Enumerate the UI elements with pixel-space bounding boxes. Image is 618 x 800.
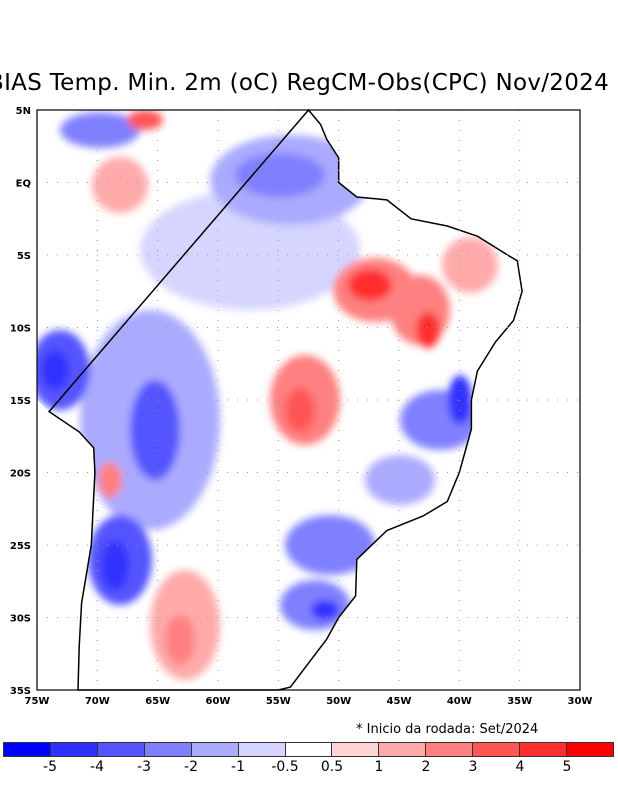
lat-tick-label: 20S [10,469,31,480]
lat-tick-label: 15S [10,396,31,407]
lat-tick-label: 30S [10,614,31,625]
run-start-note: * Inicio da rodada: Set/2024 [356,722,539,737]
colorbar-swatch [520,743,568,756]
lon-tick-label: 55W [266,696,291,707]
lon-tick-label: 40W [447,696,472,707]
lon-tick-label: 60W [206,696,231,707]
colorbar-label: -2 [184,759,198,775]
lon-tick-label: 35W [507,696,532,707]
colorbar-swatch [567,743,613,756]
colorbar-swatch [426,743,474,756]
colorbar [3,742,614,757]
colorbar-swatch [97,743,145,756]
colorbar-label: 2 [421,759,431,775]
lat-tick-label: 10S [10,324,31,335]
colorbar-label: 4 [515,759,525,775]
coastline [47,108,523,691]
map-title: BIAS Temp. Min. 2m (oC) RegCM-Obs(CPC) N… [0,70,610,96]
colorbar-label: -0.5 [271,759,299,775]
colorbar-label: 3 [468,759,478,775]
colorbar-swatch [473,743,521,756]
lon-tick-label: 75W [25,696,50,707]
map-frame [36,109,581,691]
lat-tick-label: 35S [10,686,31,697]
bias-map: 75W 70W 65W 60W 55W 50W 45W 40W 35W 30W 5N EQ 5S 10S 1… [10,106,593,707]
colorbar-swatch [144,743,192,756]
colorbar-swatch [238,743,286,756]
colorbar-label: 5 [562,759,572,775]
colorbar-swatch [4,743,51,756]
lat-tick-label: EQ [16,179,31,190]
colorbar-label: -3 [137,759,151,775]
colorbar-swatch [191,743,239,756]
colorbar-label: -5 [43,759,57,775]
colorbar-label: 1 [374,759,384,775]
colorbar-swatch [50,743,98,756]
colorbar-swatch [379,743,427,756]
lon-tick-label: 30W [568,696,593,707]
colorbar-swatch [332,743,380,756]
lat-tick-label: 5S [17,251,31,262]
lat-tick-label: 5N [16,106,31,117]
lon-tick-label: 70W [85,696,110,707]
colorbar-label: -1 [231,759,245,775]
colorbar-label: -4 [90,759,104,775]
lat-tick-label: 25S [10,541,31,552]
lon-tick-label: 50W [326,696,351,707]
lon-tick-label: 65W [145,696,170,707]
colorbar-label: 0.5 [320,759,344,775]
colorbar-swatch [285,743,333,756]
lon-tick-label: 45W [387,696,412,707]
gridlines [37,110,580,690]
